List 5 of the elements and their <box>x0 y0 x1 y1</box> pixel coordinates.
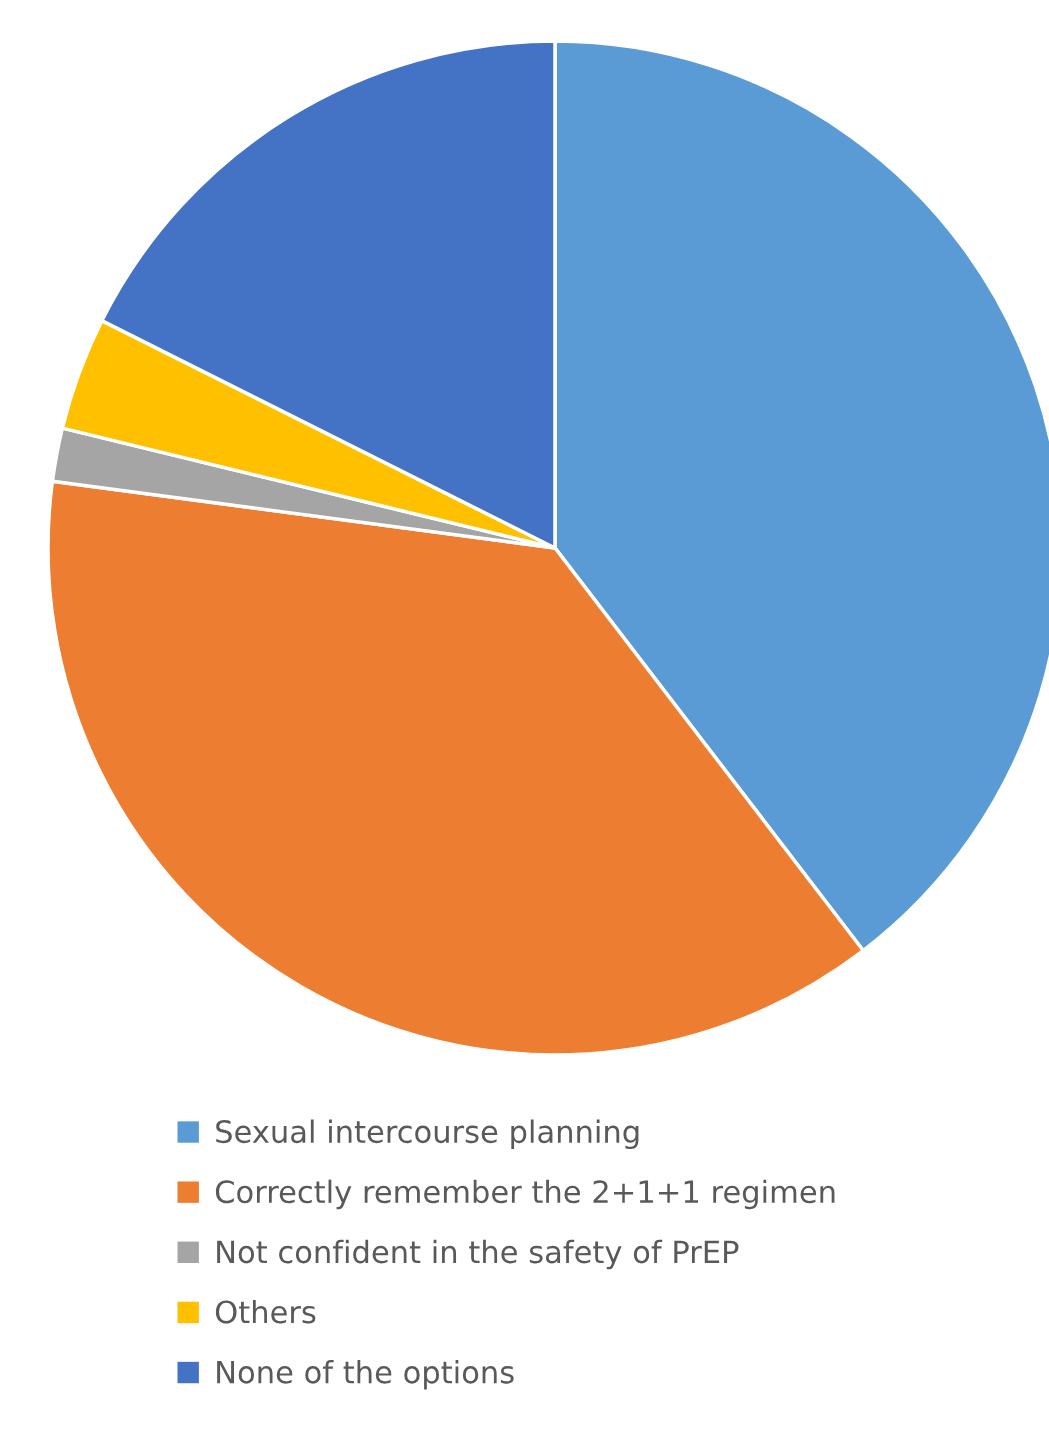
legend-label: Others <box>215 1299 316 1324</box>
legend-label: Correctly remember the 2+1+1 regimen <box>215 1179 835 1210</box>
legend-label: Sexual intercourse planning <box>216 1119 639 1150</box>
legend-label: Not confident in the safety of PrEP <box>217 1239 739 1270</box>
legend-label: None of the options <box>217 1360 514 1390</box>
